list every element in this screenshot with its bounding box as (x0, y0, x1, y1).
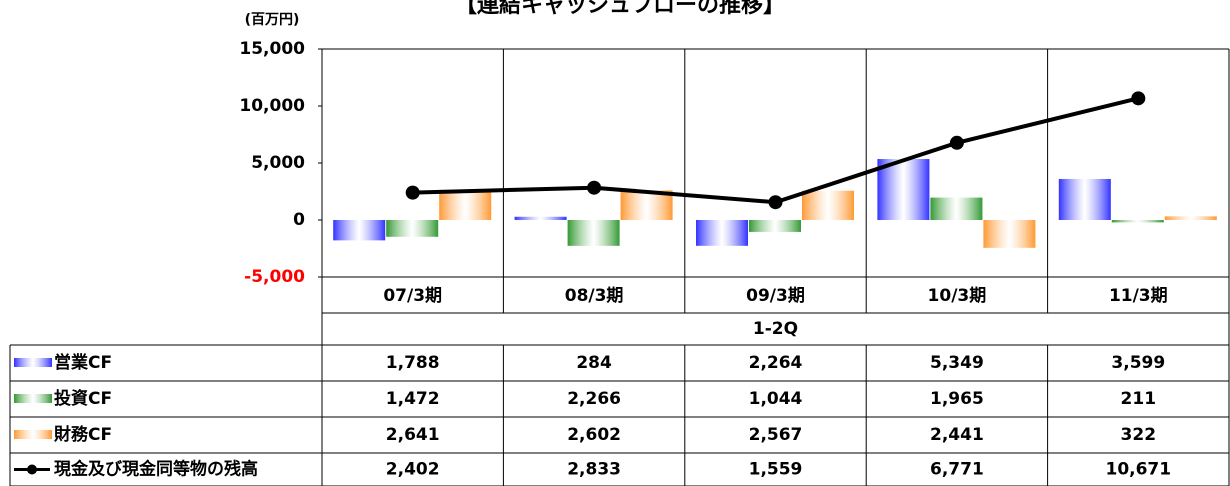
legend-swatch (14, 430, 52, 439)
legend-swatch (14, 394, 52, 403)
table-cell: 1,472 (386, 389, 440, 409)
table-cell: 1,965 (930, 389, 984, 409)
table-cell: 1,559 (749, 460, 803, 480)
legend-label: 現金及び現金同等物の残高 (54, 459, 258, 480)
x-tick-label: 09/3期 (746, 286, 805, 306)
table-cell: 3,599 (1111, 353, 1165, 373)
line-marker (949, 135, 964, 150)
table-cell: 1,788 (386, 353, 440, 373)
bar (1058, 178, 1111, 220)
bar (1164, 216, 1217, 220)
line-marker (1131, 91, 1146, 106)
bar (749, 220, 801, 232)
legend-label: 営業CF (54, 352, 112, 373)
legend-swatch (14, 358, 52, 367)
line-marker (405, 185, 420, 200)
table-cell: 2,266 (567, 389, 621, 409)
y-unit: (百万円) (245, 12, 300, 28)
legend-label: 投資CF (54, 388, 112, 409)
bar (386, 220, 439, 237)
bar (696, 220, 748, 246)
bar (930, 197, 983, 220)
x-tick-label: 08/3期 (565, 286, 624, 306)
table-cell: 10,671 (1105, 460, 1171, 480)
x-tick-label: 07/3期 (383, 286, 442, 306)
y-tick-label: 15,000 (239, 39, 305, 59)
table-cell: 1,044 (749, 389, 803, 409)
line (412, 96, 1139, 205)
line-marker (587, 180, 602, 195)
legend-label: 財務CF (53, 424, 112, 445)
table-cell: 211 (1121, 389, 1157, 409)
bar (983, 220, 1036, 248)
x-tick-label: 10/3期 (928, 286, 987, 306)
bar (877, 159, 930, 220)
table-cell: 6,771 (930, 460, 984, 480)
y-tick-label: 5,000 (251, 153, 305, 173)
table-cell: 2,264 (749, 353, 803, 373)
annotation: 1-2Q (753, 319, 798, 339)
bar (439, 189, 492, 220)
y-tick-label: -5,000 (244, 267, 305, 287)
bar (567, 220, 620, 246)
bar (802, 190, 854, 220)
bar (514, 216, 567, 220)
table-cell: 5,349 (930, 353, 984, 373)
bar (333, 220, 386, 241)
bar (1111, 220, 1164, 223)
legend-swatch (27, 464, 37, 475)
table-cell: 2,833 (567, 460, 621, 480)
line-marker (768, 195, 783, 210)
table-cell: 2,441 (930, 425, 984, 445)
table-cell: 322 (1121, 425, 1157, 445)
table-cell: 2,402 (386, 460, 440, 480)
y-tick-label: 0 (293, 210, 305, 230)
table-cell: 284 (576, 353, 612, 373)
chart-title: 【連結キャッシュフローの推移】 (455, 0, 785, 18)
x-tick-label: 11/3期 (1109, 286, 1168, 306)
y-tick-label: 10,000 (239, 96, 305, 116)
table-cell: 2,567 (749, 425, 803, 445)
table-cell: 2,602 (567, 425, 621, 445)
table-cell: 2,641 (386, 425, 440, 445)
